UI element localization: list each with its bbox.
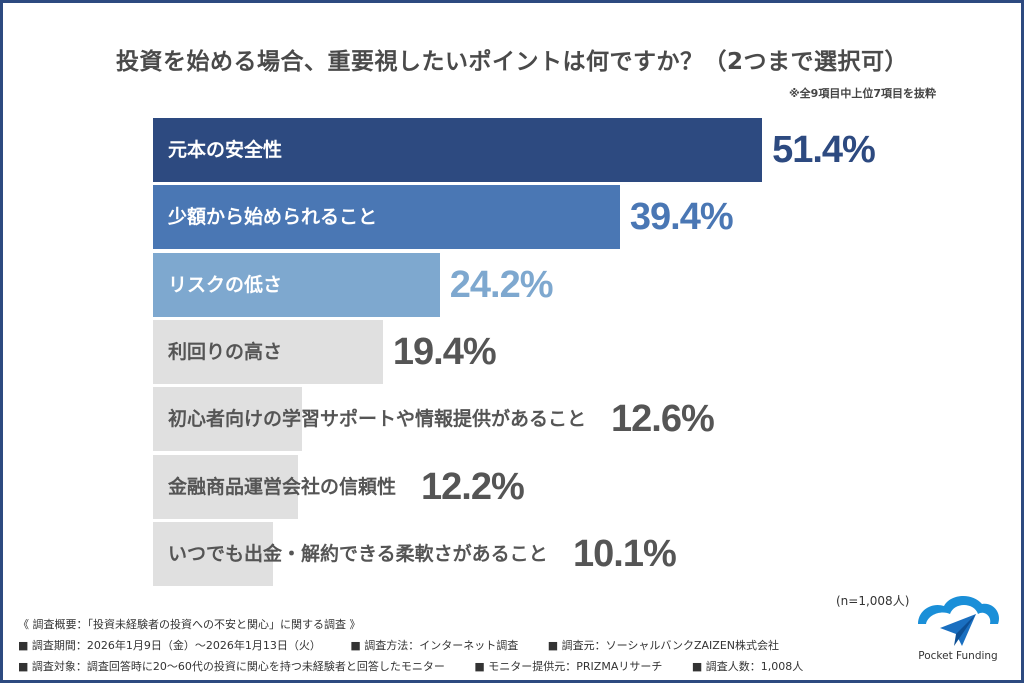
value-label: 12.2% <box>421 466 525 508</box>
bar-chart: 元本の安全性 51.4% 少額から始められること 39.4% リスクの低さ 24.2% 利回… <box>153 118 876 586</box>
footer-row-1: ■ 調査期間：2026年1月9日（金）～2026年1月13日（火） ■ 調査方法… <box>18 635 829 656</box>
bar <box>153 320 383 384</box>
value-label: 10.1% <box>573 533 677 575</box>
bar-label: 初心者向けの学習サポートや情報提供があること <box>168 408 587 430</box>
logo-text: Pocket Funding <box>918 650 998 662</box>
monitor-provider: ■ モニター提供元：PRIZMAリサーチ <box>474 660 663 673</box>
bar <box>153 185 620 249</box>
bar-label: 少額から始められること <box>168 206 378 228</box>
value-label: 39.4% <box>629 196 734 238</box>
pocket-funding-logo: Pocket Funding <box>910 588 1006 668</box>
bar-label: 利回りの高さ <box>168 341 283 363</box>
survey-period: ■ 調査期間：2026年1月9日（金）～2026年1月13日（火） <box>18 639 321 652</box>
bar <box>153 253 440 317</box>
bar-label: 元本の安全性 <box>168 139 283 161</box>
sample-size: (n=1,008人) <box>836 594 910 608</box>
survey-count: ■ 調査人数：1,008人 <box>691 660 804 673</box>
value-label: 12.6% <box>611 398 715 440</box>
survey-source: ■ 調査元：ソーシャルバンクZAIZEN株式会社 <box>547 639 780 652</box>
bar-label: リスクの低さ <box>168 274 283 296</box>
bar-label: いつでも出金・解約できる柔軟さがあること <box>168 543 548 565</box>
bar <box>153 455 298 519</box>
survey-target: ■ 調査対象：調査回答時に20～60代の投資に関心を持つ未経験者と回答したモニタ… <box>18 660 445 673</box>
survey-method: ■ 調査方法：インターネット調査 <box>350 639 519 652</box>
cloud-plane-icon <box>918 595 1000 646</box>
bar-label: 金融商品運営会社の信頼性 <box>168 476 397 498</box>
bar <box>153 522 273 586</box>
value-label: 19.4% <box>392 331 497 373</box>
survey-footer: 《 調査概要：「投資未経験者の投資への不安と関心」に関する調査 》 ■ 調査期間… <box>18 614 829 677</box>
survey-heading: 《 調査概要：「投資未経験者の投資への不安と関心」に関する調査 》 <box>18 618 361 631</box>
footer-row-2: ■ 調査対象：調査回答時に20～60代の投資に関心を持つ未経験者と回答したモニタ… <box>18 656 829 677</box>
bar <box>153 387 303 451</box>
bar <box>153 118 763 182</box>
chart-title: 投資を始める場合、重要視したいポイントは何ですか？（2つまで選択可） <box>115 49 908 75</box>
chart-subtitle: ※全9項目中上位7項目を抜粋 <box>788 87 936 100</box>
value-label: 24.2% <box>449 264 554 306</box>
value-label: 51.4% <box>772 129 876 171</box>
